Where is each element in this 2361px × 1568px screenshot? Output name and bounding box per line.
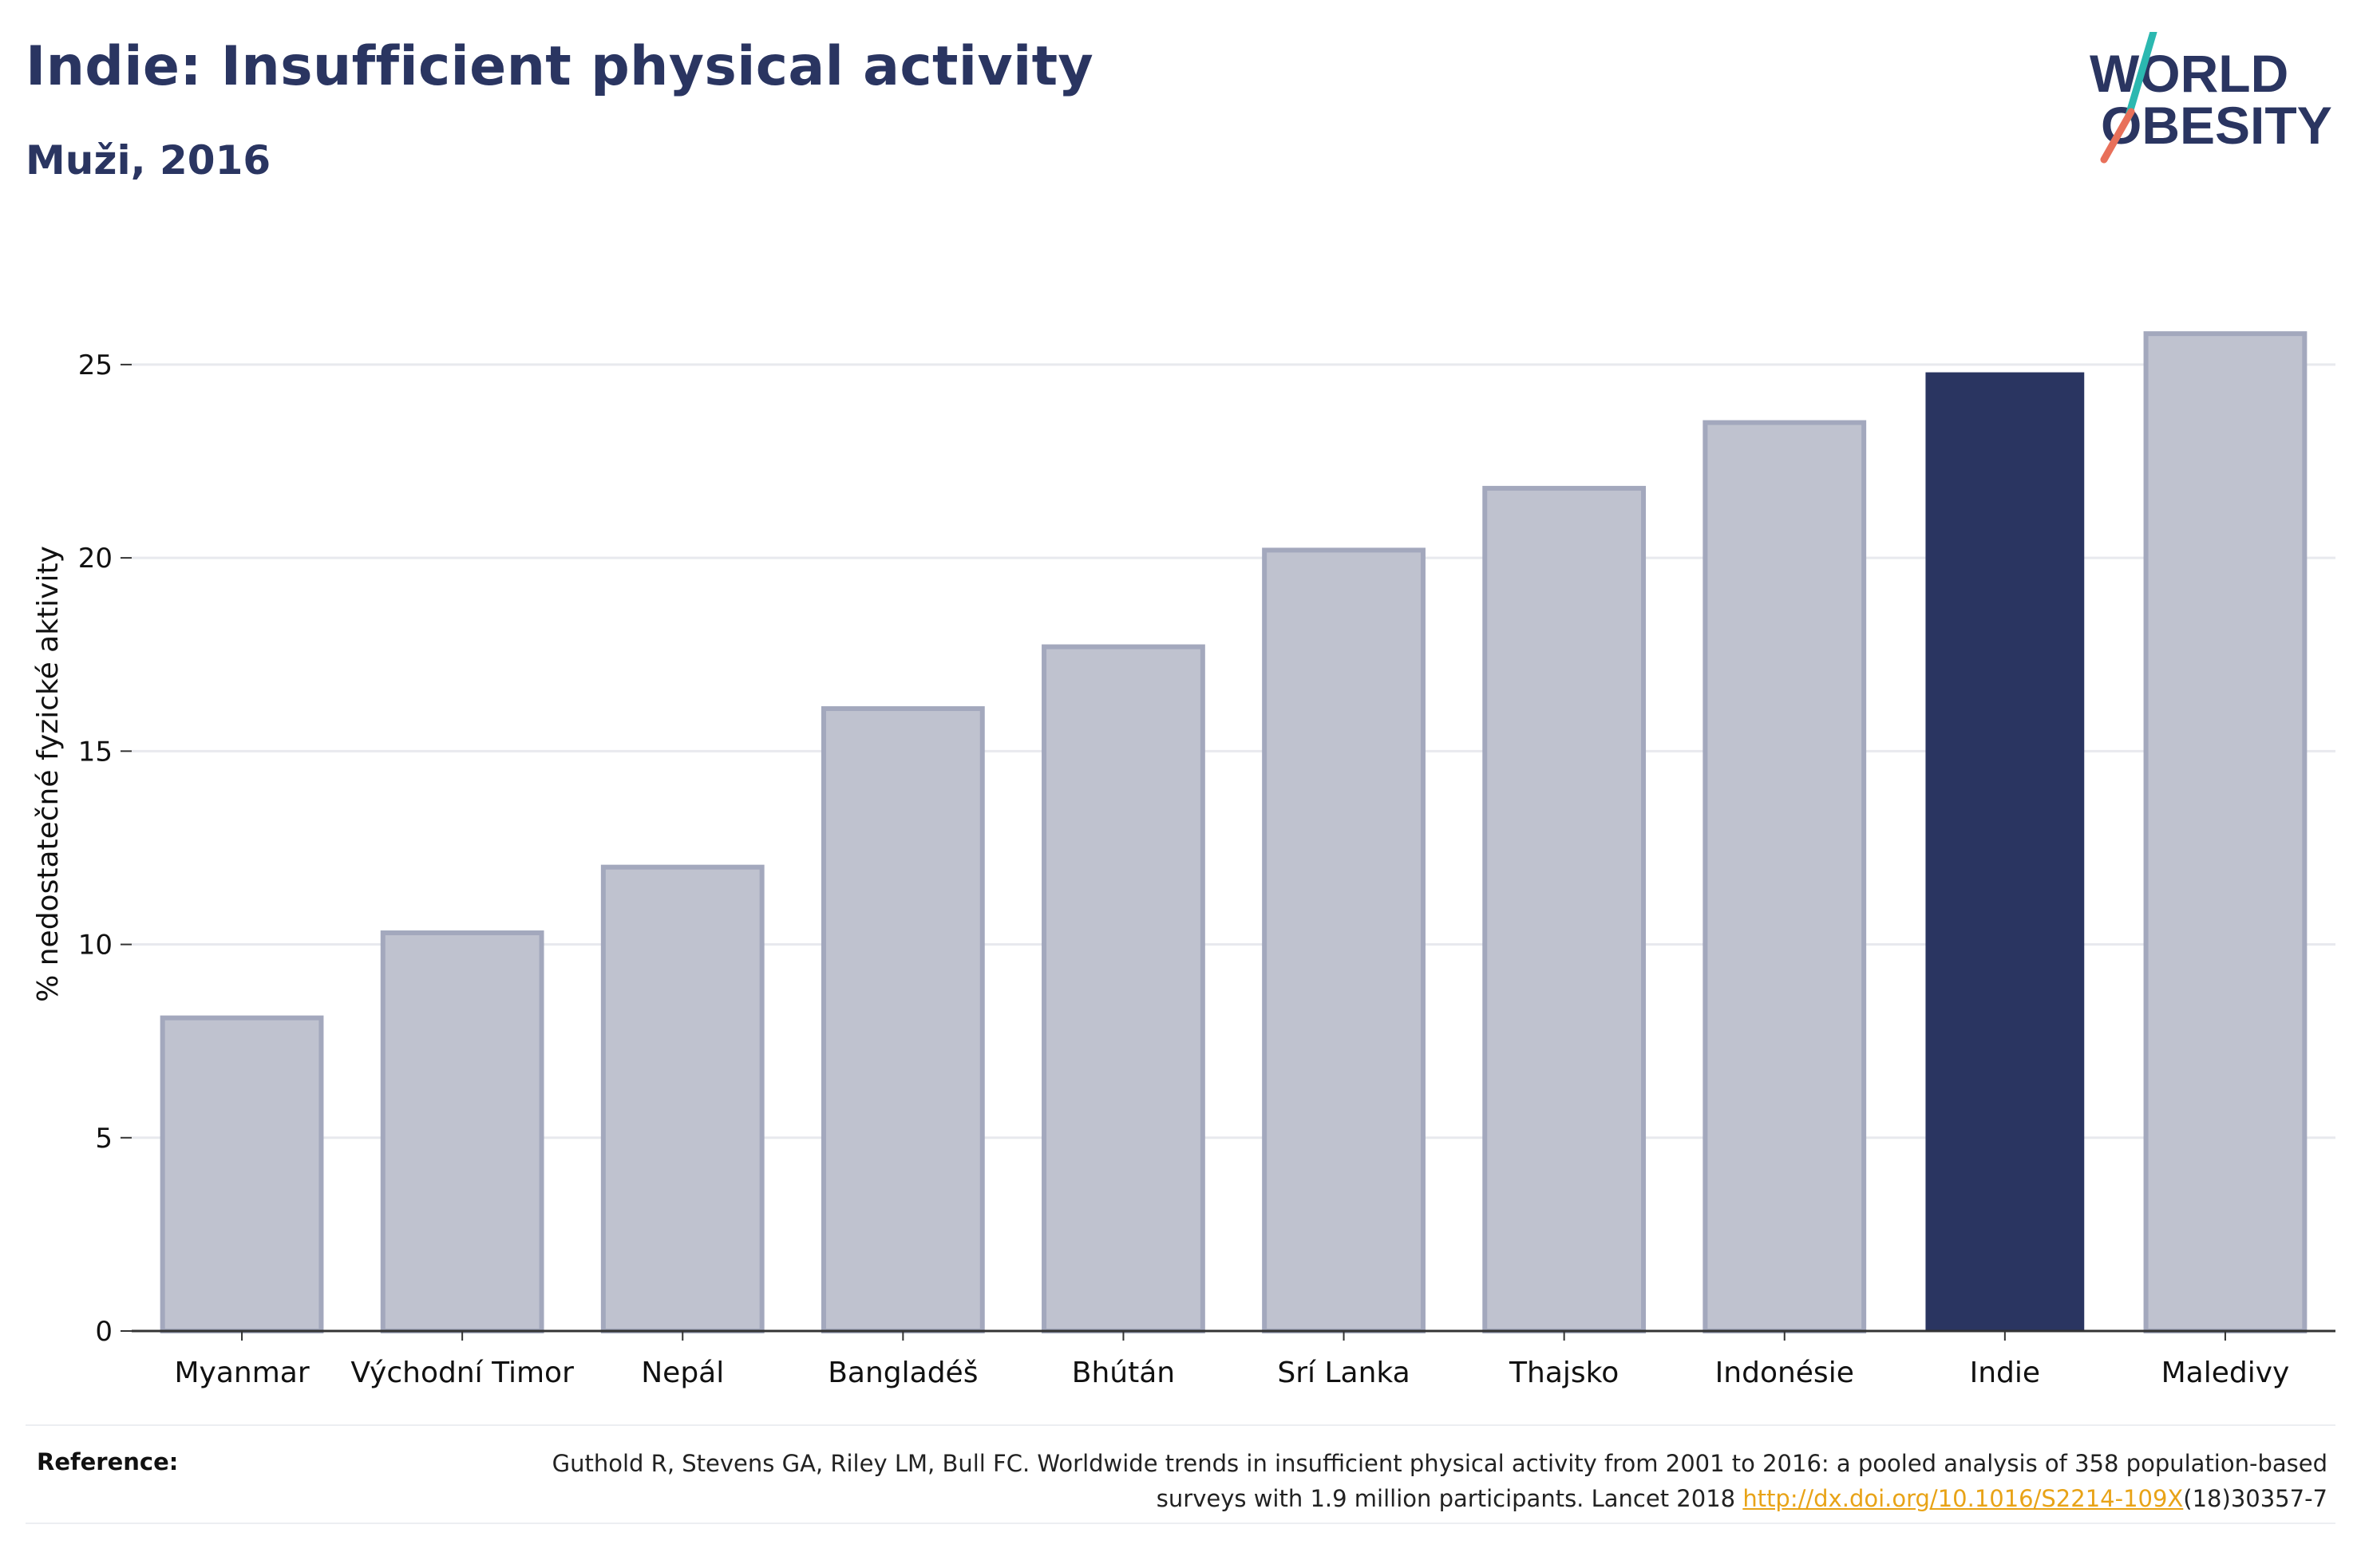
x-tick-label-indonésie: Indonésie [1715, 1357, 1854, 1389]
y-tick-label-25: 25 [78, 350, 113, 381]
reference-top-divider [26, 1424, 2335, 1426]
logo-slash-bottom [2100, 108, 2135, 164]
x-tick-label-bhútán: Bhútán [1072, 1357, 1175, 1389]
reference-label: Reference: [37, 1448, 179, 1475]
y-tick-label-5: 5 [95, 1123, 113, 1155]
chart-title: Indie: Insufficient physical activity [26, 35, 1094, 98]
bar-thajsko [1482, 485, 1647, 1333]
bar-bhútán [1042, 644, 1205, 1333]
axes: 0 5 10 15 20 25 Myanmar Východní Timor Nepál Bang… [78, 350, 2335, 1389]
world-obesity-logo: WORLD OBESITY [2090, 32, 2332, 164]
chart-subtitle: Muži, 2016 [26, 137, 271, 184]
x-tick-label-bangladéš: Bangladéš [828, 1357, 978, 1389]
y-tick-label-20: 20 [78, 543, 113, 575]
y-tick-label-10: 10 [78, 930, 113, 962]
bar-bangladéš [821, 706, 985, 1333]
x-tick-label-východní-timor: Východní Timor [350, 1357, 574, 1389]
bars [160, 331, 2308, 1334]
x-tick-label-maledivy: Maledivy [2161, 1357, 2290, 1389]
reference-text: Guthold R, Stevens GA, Riley LM, Bull FC… [492, 1446, 2327, 1516]
bar-indie [1925, 372, 2085, 1332]
bar-myanmar [160, 1015, 324, 1333]
y-tick-label-15: 15 [78, 736, 113, 768]
x-tick-label-myanmar: Myanmar [174, 1357, 309, 1389]
logo-line-world: WORLD [2090, 44, 2288, 103]
bar-nepál [600, 864, 765, 1333]
bar-indonésie [1703, 420, 1867, 1333]
reference-doi-link[interactable]: http://dx.doi.org/10.1016/S2214-109X [1742, 1485, 2184, 1512]
bar-maledivy [2143, 331, 2308, 1334]
reference-citation-suffix: (18)30357-7 [2183, 1485, 2327, 1512]
y-tick-label-0: 0 [95, 1316, 113, 1348]
reference-bottom-divider [26, 1523, 2335, 1524]
x-tick-label-thajsko: Thajsko [1509, 1357, 1619, 1389]
x-tick-label-nepál: Nepál [641, 1357, 724, 1389]
x-tick-label-srí-lanka: Srí Lanka [1277, 1357, 1410, 1389]
x-tick-label-indie: Indie [1970, 1357, 2040, 1389]
reference-citation: Guthold R, Stevens GA, Riley LM, Bull FC… [552, 1450, 2327, 1512]
bar-srí-lanka [1262, 547, 1426, 1333]
y-axis-label: % nedostatečné fyzické aktivity [32, 546, 65, 1002]
logo-line-obesity: OBESITY [2101, 96, 2332, 155]
logo-slash-top [2124, 32, 2157, 122]
bar-východní-timor [380, 930, 544, 1333]
